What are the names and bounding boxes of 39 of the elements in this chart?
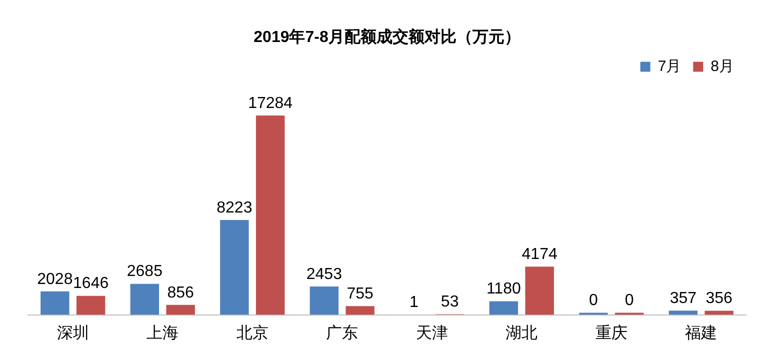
data-label: 1 (409, 294, 418, 312)
bar (525, 266, 554, 315)
bar (220, 220, 249, 315)
x-tick-label: 深圳 (56, 324, 89, 342)
bar (76, 296, 106, 315)
bar (704, 310, 734, 315)
data-label: 2685 (126, 263, 163, 280)
chart-title: 2019年7-8月配额成交额对比（万元） (254, 27, 520, 46)
x-tick-label: 天津 (416, 324, 448, 342)
data-label: 1646 (73, 275, 109, 292)
bar (668, 310, 698, 315)
bar (40, 291, 70, 315)
x-tick-label: 上海 (146, 324, 179, 342)
bar (310, 286, 339, 315)
data-label: 0 (624, 292, 634, 310)
x-tick-label: 重庆 (595, 324, 628, 342)
bar (130, 284, 160, 315)
data-label: 0 (588, 292, 598, 310)
data-label: 2028 (37, 270, 73, 288)
data-label: 4174 (522, 246, 558, 264)
x-tick-label: 北京 (236, 324, 268, 342)
data-label: 17284 (248, 94, 293, 112)
data-label: 755 (346, 286, 374, 302)
bar (166, 304, 195, 315)
data-label: 53 (440, 294, 459, 311)
x-tick-label: 广东 (326, 324, 358, 342)
bar (489, 301, 518, 315)
data-label: 856 (167, 284, 194, 302)
legend-label: 8月 (710, 58, 734, 75)
data-label: 356 (706, 290, 733, 308)
bar (256, 116, 285, 315)
legend-label: 7月 (658, 58, 682, 75)
data-label: 8223 (216, 199, 252, 216)
data-label: 357 (670, 290, 697, 308)
x-tick-label: 湖北 (506, 324, 538, 342)
data-label: 1180 (486, 280, 521, 298)
data-label: 2453 (306, 266, 342, 283)
x-tick-label: 福建 (685, 324, 718, 342)
bar (346, 306, 374, 315)
